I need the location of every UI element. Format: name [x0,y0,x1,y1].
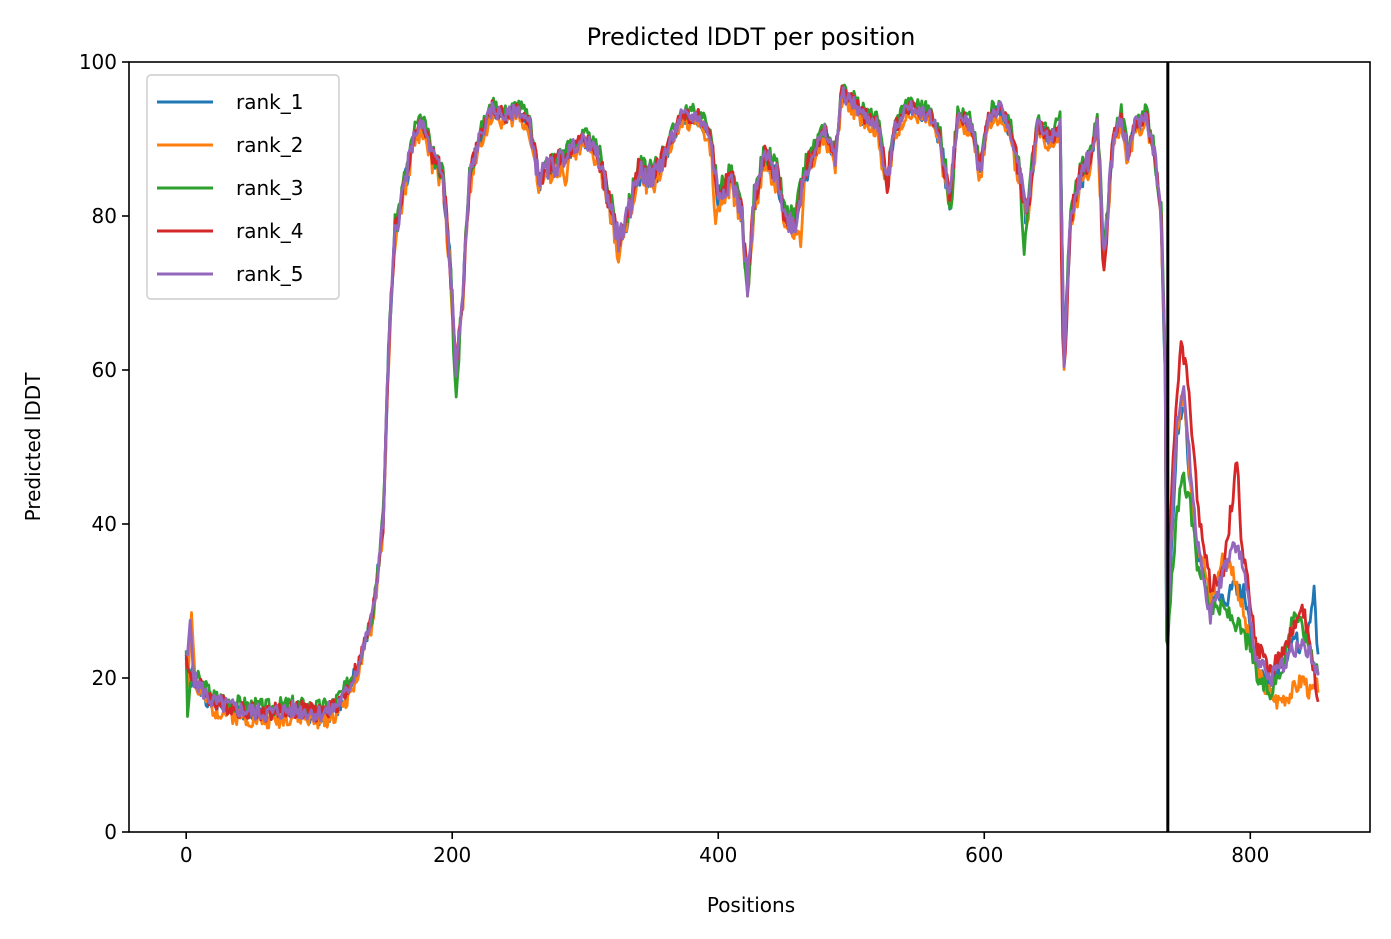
legend-box [146,74,340,300]
plot-frame [128,61,1371,833]
series-line-rank_1 [184,92,1320,727]
legend-label: rank_1 [236,90,303,114]
x-tick-label: 0 [180,843,193,867]
y-tick-label: 60 [92,358,117,382]
y-tick-label: 20 [92,666,117,690]
series-line-rank_2 [184,98,1320,730]
chart-title: Predicted lDDT per position [587,23,916,51]
legend-label: rank_4 [236,219,303,243]
y-tick-label: 40 [92,512,117,536]
plot-area [184,83,1320,730]
legend-label: rank_3 [236,176,303,200]
x-tick-label: 800 [1231,843,1269,867]
y-axis-title: Predicted lDDT [21,372,45,522]
x-tick-label: 200 [433,843,471,867]
y-axis: 0 20 40 60 80 100 [79,50,129,844]
legend-label: rank_2 [236,133,303,157]
series-line-rank_5 [185,86,1320,723]
x-tick-label: 400 [699,843,737,867]
y-tick-label: 80 [92,204,117,228]
legend: rank_1 rank_2 rank_3 rank_4 rank_5 [146,74,340,300]
series-line-rank_3 [184,83,1320,718]
series-line-rank_4 [184,84,1320,723]
y-tick-label: 100 [79,50,117,74]
x-axis-title: Positions [707,893,795,917]
x-tick-label: 600 [965,843,1003,867]
x-axis: 0 200 400 600 800 [180,832,1269,867]
legend-label: rank_5 [236,262,303,286]
y-tick-label: 0 [104,820,117,844]
